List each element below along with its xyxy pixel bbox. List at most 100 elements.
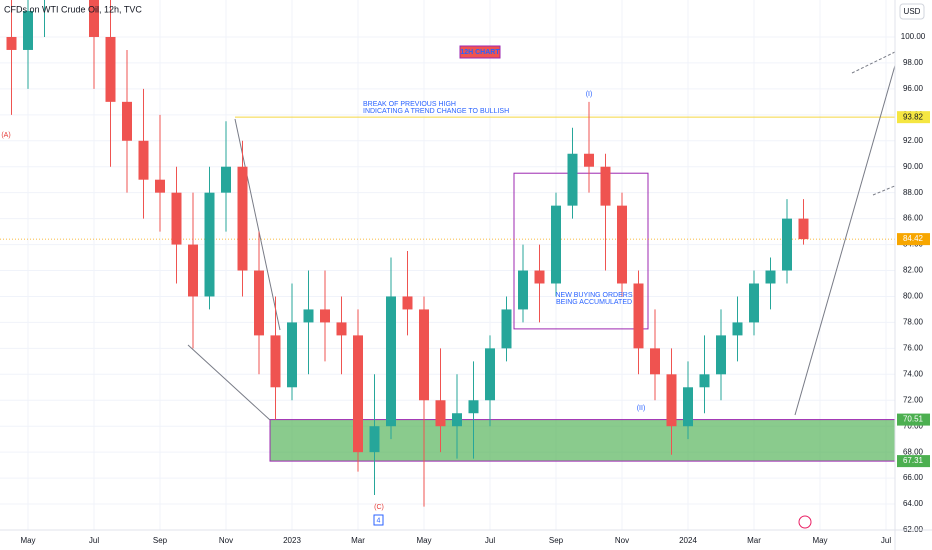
candle-body <box>336 322 347 336</box>
candle-body <box>452 413 462 427</box>
candle-body <box>270 335 281 388</box>
candle-body <box>303 309 314 323</box>
price-tag <box>897 455 930 468</box>
y-tick-label: 74.00 <box>903 369 924 378</box>
y-tick-label: 70.00 <box>903 421 924 430</box>
y-tick-label: 64.00 <box>903 499 924 508</box>
x-tick-label: Jul <box>485 536 495 545</box>
y-tick-label: 96.00 <box>903 84 924 93</box>
x-tick-label: 2024 <box>679 536 697 545</box>
candle-body <box>353 335 363 453</box>
x-tick-label: May <box>416 536 431 545</box>
candle-body <box>600 166 611 206</box>
x-tick-label: 2023 <box>283 536 301 545</box>
y-tick-label: 100.00 <box>901 32 926 41</box>
y-tick-label: 88.00 <box>903 188 924 197</box>
x-tick-label: May <box>20 536 35 545</box>
price-tag <box>897 233 930 246</box>
candle-body <box>287 322 297 388</box>
x-tick-label: Nov <box>219 536 233 545</box>
y-tick-label: 72.00 <box>903 395 924 404</box>
candle-body <box>501 309 512 349</box>
candle-body <box>468 400 479 414</box>
candle-body <box>237 166 248 271</box>
candle-body <box>749 283 759 323</box>
y-tick-label: 78.00 <box>903 318 924 327</box>
currency-box[interactable] <box>899 3 925 20</box>
y-tick-label: 80.00 <box>903 292 924 301</box>
candle-body <box>320 309 330 323</box>
x-tick-label: Jul <box>89 536 99 545</box>
candle-body <box>23 11 33 50</box>
candle-body <box>105 36 116 102</box>
candle-body <box>798 218 809 240</box>
candle-body <box>765 270 776 284</box>
x-tick-label: Mar <box>747 536 761 545</box>
chart-title: CFDs on WTI Crude Oil, 12h, TVC <box>4 4 142 14</box>
wave-label: 4 <box>377 517 381 524</box>
note: BEING ACCUMULATED <box>556 299 632 306</box>
candle-body <box>485 348 495 401</box>
candle-body <box>534 270 545 284</box>
y-tick-label: 76.00 <box>903 343 924 352</box>
x-tick-label: May <box>812 536 827 545</box>
candle-body <box>369 426 380 453</box>
candle-body <box>402 296 413 310</box>
wave-box <box>373 514 384 526</box>
candle-body <box>254 270 264 336</box>
price-tag-label: 70.51 <box>903 415 924 424</box>
note: INDICATING A TREND CHANGE TO BULLISH <box>363 108 509 115</box>
wave-label: (II) <box>637 405 646 412</box>
price-tag <box>897 413 930 426</box>
overlay: 12H CHART BREAK OF PREVIOUS HIGHINDICATIN… <box>1 45 930 529</box>
y-tick-label: 68.00 <box>903 447 924 456</box>
chart-label-box <box>459 45 501 59</box>
projection-line <box>872 185 895 196</box>
y-tick-label: 90.00 <box>903 162 924 171</box>
x-tick-label: Jul <box>881 536 891 545</box>
candle-body <box>716 335 726 375</box>
price-tag-label: 93.82 <box>903 112 924 121</box>
projection-line <box>851 51 895 74</box>
x-tick-label: Mar <box>351 536 365 545</box>
candle-body <box>122 101 132 141</box>
candle-body <box>551 205 561 284</box>
candle-body <box>6 36 17 50</box>
currency: USD <box>904 7 921 16</box>
candle-body <box>171 192 182 245</box>
chart-label: 12H CHART <box>460 49 500 56</box>
candle-body <box>782 218 792 271</box>
demand-zone <box>269 419 895 462</box>
wave-label: (C) <box>374 504 384 511</box>
candle-body <box>138 140 149 180</box>
candle-body <box>89 0 99 37</box>
price-tag <box>897 111 930 124</box>
candle-body <box>650 348 660 375</box>
candle-body <box>419 309 429 401</box>
trend-line <box>794 63 895 416</box>
y-tick-label: 66.00 <box>903 473 924 482</box>
candle-body <box>435 400 446 427</box>
wave-label: (A) <box>1 132 10 139</box>
x-tick-label: Sep <box>549 536 564 545</box>
y-tick-label: 82.00 <box>903 266 924 275</box>
candle-body <box>204 192 215 297</box>
candle-body <box>683 387 693 427</box>
candle-body <box>188 244 198 297</box>
trend-line <box>187 344 271 421</box>
candle-body <box>567 153 578 206</box>
note: BREAK OF PREVIOUS HIGH <box>363 101 456 108</box>
candle-body <box>633 283 644 349</box>
x-tick-label: Nov <box>615 536 629 545</box>
candle-body <box>584 153 594 167</box>
y-tick-label: 92.00 <box>903 136 924 145</box>
candle-body <box>699 374 710 388</box>
alert-icon[interactable] <box>798 515 812 529</box>
wave-label: (I) <box>586 91 593 98</box>
candle-body <box>617 205 627 284</box>
candle-body <box>518 270 528 310</box>
candle-body <box>666 374 677 427</box>
price-tag-label: 67.31 <box>903 456 924 465</box>
price-tag-label: 84.42 <box>903 234 924 243</box>
